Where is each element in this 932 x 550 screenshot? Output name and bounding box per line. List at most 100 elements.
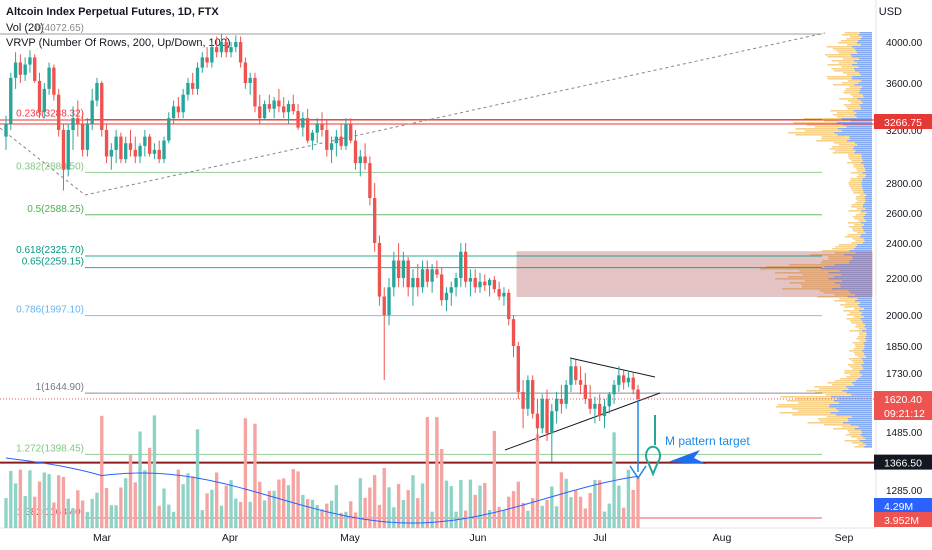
vp-row-down [847, 314, 861, 316]
price-axis-label: 3600.00 [886, 79, 923, 90]
vp-row-up [862, 188, 872, 190]
volume-bar [305, 498, 310, 528]
vp-row-down [852, 96, 864, 98]
vp-row-up [859, 370, 872, 372]
vp-row-up [834, 276, 872, 278]
volume-bar [109, 505, 114, 528]
vp-row-up [830, 412, 872, 414]
vp-row-up [861, 222, 872, 224]
volume-bar [66, 498, 70, 528]
fib-label: 0.618(2325.70) [16, 245, 84, 256]
candle-body [76, 118, 80, 125]
candle-body [191, 83, 195, 89]
vp-row-up [838, 402, 872, 404]
volume-bar [138, 431, 142, 528]
vp-row-down [837, 116, 857, 118]
candle-body [574, 366, 578, 381]
volume-bar [162, 488, 166, 528]
vp-row-down [858, 174, 866, 176]
candle-body [71, 118, 75, 130]
vp-row-up [849, 260, 872, 262]
vp-row-down [839, 98, 858, 100]
vp-row-up [821, 268, 872, 270]
vp-row-down [859, 340, 867, 342]
price-axis-label: 2200.00 [886, 274, 923, 285]
price-axis-label: 2600.00 [886, 209, 923, 220]
vrvp-indicator-label[interactable]: VRVP (Number Of Rows, 200, Up/Down, 100) [6, 37, 231, 49]
candle-body [90, 100, 94, 125]
volume-bar [621, 507, 626, 528]
vp-row-up [848, 420, 872, 422]
volume-bar [234, 498, 238, 528]
vp-row-up [865, 232, 872, 234]
vp-row-up [866, 328, 872, 330]
candle-body [631, 377, 635, 390]
vp-row-up [851, 76, 872, 78]
volume-bar [267, 490, 272, 528]
vp-row-up [860, 234, 872, 236]
vp-row-down [838, 62, 858, 64]
candle-body [205, 57, 209, 63]
vp-row-down [848, 182, 862, 184]
vp-row-up [857, 304, 872, 306]
vp-row-up [866, 220, 872, 222]
vp-row-up [864, 346, 872, 348]
candle-body [478, 281, 482, 288]
vp-row-up [863, 228, 872, 230]
volume-bar [248, 501, 252, 528]
vp-row-down [855, 198, 865, 200]
vp-row-up [828, 406, 872, 408]
price-axis-label: 4000.00 [886, 38, 923, 49]
volume-bar [617, 485, 621, 528]
candle-body [416, 278, 420, 288]
vp-row-down [799, 270, 840, 272]
vp-row-up [862, 178, 872, 180]
vp-row-down [842, 34, 859, 36]
vp-row-up [864, 218, 872, 220]
vp-row-up [862, 436, 872, 438]
vp-row-up [852, 148, 872, 150]
volume-bar [320, 509, 324, 528]
volume-bar [119, 487, 123, 528]
vp-row-up [850, 292, 872, 294]
volume-bar [282, 478, 286, 528]
vp-row-up [854, 428, 872, 430]
vp-row-down [831, 384, 854, 386]
vp-row-up [857, 144, 872, 146]
vp-row-down [835, 246, 856, 248]
vp-row-down [856, 170, 866, 172]
vp-row-up [861, 374, 872, 376]
candle-body [358, 156, 362, 164]
candle-body [382, 296, 386, 315]
vp-row-up [840, 284, 872, 286]
vp-row-up [831, 288, 872, 290]
candle-body [133, 149, 137, 157]
vp-row-up [859, 306, 872, 308]
volume-bar [37, 481, 42, 528]
vp-row-down [853, 230, 864, 232]
vp-row-up [861, 210, 872, 212]
time-axis-label: Mar [93, 532, 112, 544]
vp-row-up [854, 114, 872, 116]
vp-row-up [864, 354, 872, 356]
volume-last-badge: 3.952M [884, 515, 919, 527]
volume-indicator-label[interactable]: Vol (20) [6, 22, 44, 34]
volume-bar [435, 417, 439, 528]
vp-row-up [860, 106, 872, 108]
vp-row-up [851, 64, 872, 66]
vp-row-up [859, 104, 872, 106]
price-axis-label: 2800.00 [886, 179, 923, 190]
vp-row-down [844, 440, 860, 442]
vp-row-down [859, 212, 867, 214]
vp-row-up [863, 352, 872, 354]
vp-row-down [844, 32, 860, 34]
volume-bar [200, 510, 204, 528]
vp-row-up [856, 116, 872, 118]
vp-row-down [834, 150, 856, 152]
volume-bar [358, 478, 362, 528]
vp-row-up [863, 368, 872, 370]
vp-row-down [834, 380, 856, 382]
fib-label: 0.5(2588.25) [27, 204, 84, 215]
vp-row-down [806, 124, 843, 126]
